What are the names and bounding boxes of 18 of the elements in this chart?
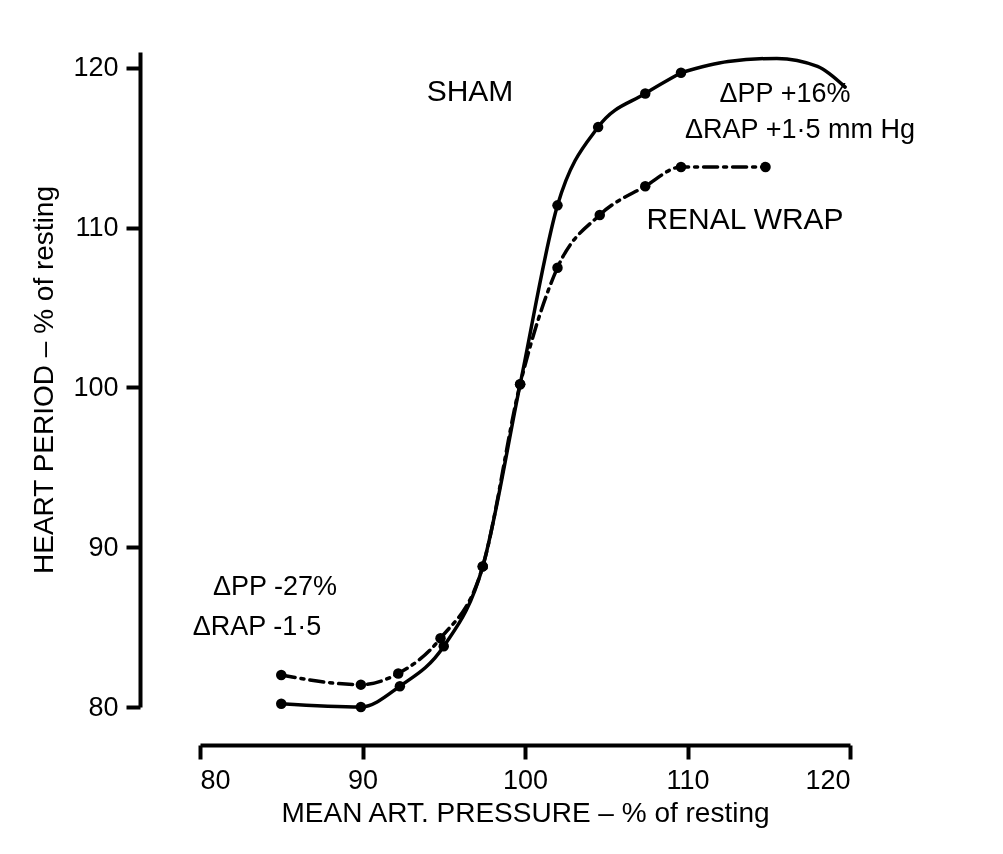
y-tick-label: 80 <box>88 691 119 722</box>
annotation: ΔPP +16% <box>719 78 851 108</box>
annotation: ΔRAP +1·5 mm Hg <box>685 114 915 144</box>
y-tick-label: 120 <box>73 52 119 83</box>
text: SHAM <box>426 74 514 107</box>
y-tick-label: 110 <box>75 212 119 243</box>
x-tick-label: 100 <box>502 764 549 795</box>
x-tick-label: 120 <box>805 764 851 795</box>
series-label: RENAL WRAP <box>646 202 844 235</box>
y-tick-label: 90 <box>88 531 119 562</box>
y-tick-label: 100 <box>73 371 119 402</box>
x-tick-label: 110 <box>666 764 710 795</box>
annotation: ΔPP -27% <box>212 571 338 601</box>
x-axis-title: MEAN ART. PRESSURE – % of resting <box>281 796 770 828</box>
annotation: ΔRAP -1·5 <box>192 611 322 641</box>
x-tick-label: 80 <box>200 764 231 795</box>
y-axis-title: HEART PERIOD – % of resting <box>28 186 60 574</box>
x-tick-label: 90 <box>347 764 379 795</box>
